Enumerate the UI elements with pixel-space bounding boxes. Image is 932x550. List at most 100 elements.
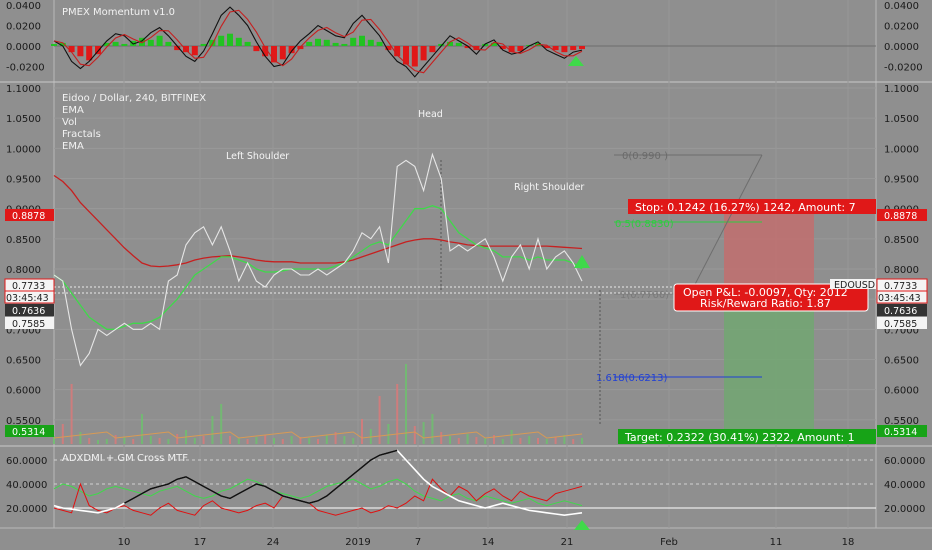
legend-item[interactable]: Vol <box>62 117 77 128</box>
momentum-bar <box>218 35 225 46</box>
left-shoulder-annotation[interactable]: Left Shoulder <box>226 151 289 162</box>
momentum-y-axis-left[interactable]: 0.0400 0.0200 0.0000 -0.0200 <box>6 1 45 74</box>
volume-bar <box>299 437 302 444</box>
momentum-bar <box>570 46 577 51</box>
price-y-tick-left: 0.6500 <box>6 356 41 367</box>
momentum-bar <box>394 46 401 57</box>
volume-bar <box>308 438 311 444</box>
symbol-title: Eidoo / Dollar, 240, BITFINEX <box>62 93 206 104</box>
volume-bar <box>193 438 196 444</box>
volume-bar <box>123 437 126 444</box>
momentum-bar <box>288 46 295 54</box>
stop-info-box[interactable] <box>628 199 876 214</box>
stop-loss-zone[interactable] <box>724 214 814 287</box>
price-y-tick-right: 0.8000 <box>884 265 919 276</box>
risk-reward-text: Risk/Reward Ratio: 1.87 <box>700 297 831 310</box>
price-line <box>53 152 583 367</box>
adx-y-tick-right: 20.0000 <box>884 504 925 515</box>
volume-bar <box>493 435 495 444</box>
momentum-bar <box>359 35 365 46</box>
momentum-bar <box>191 46 198 56</box>
momentum-bar <box>77 46 84 57</box>
momentum-bar <box>165 41 172 46</box>
symbol-tag <box>830 279 876 289</box>
volume-average-line <box>53 431 583 439</box>
momentum-bar <box>447 41 453 46</box>
adx-y-tick-left: 60.0000 <box>6 456 47 467</box>
momentum-bar <box>262 46 269 57</box>
price-y-tick-right: 1.0000 <box>884 144 919 155</box>
momentum-y-tick-left: 0.0400 <box>6 1 41 12</box>
volume-bar <box>457 438 460 444</box>
adx-trend-segment <box>124 449 398 505</box>
price-y-tick-left: 0.5500 <box>6 416 41 427</box>
volume-bar <box>273 438 275 444</box>
volume-bar <box>202 436 205 444</box>
countdown-tag-right <box>876 290 928 304</box>
target-info-text: Target: 0.2322 (30.41%) 2322, Amount: 1 <box>624 431 855 444</box>
legend-item[interactable]: Fractals <box>62 129 101 140</box>
legend-item[interactable]: EMA <box>62 105 84 116</box>
time-axis-tick: 17 <box>194 537 207 548</box>
volume-bar <box>378 396 381 444</box>
head-annotation[interactable]: Head <box>418 109 443 120</box>
time-axis[interactable]: 10 17 24 2019 7 14 21 Feb 11 18 <box>118 537 855 548</box>
price-y-tick-right: 1.0500 <box>884 114 919 125</box>
volume-bar <box>255 437 258 444</box>
price-panel[interactable]: 1.10001.05001.00000.95000.90000.85000.80… <box>4 84 928 444</box>
target-price-tag-left <box>5 425 54 437</box>
target-info-box[interactable] <box>618 429 876 444</box>
momentum-y-axis-right[interactable]: 0.0400 0.0200 0.0000 -0.0200 <box>884 1 923 74</box>
time-axis-tick: 21 <box>561 537 574 548</box>
volume-bar <box>158 438 161 444</box>
price-y-tick-left: 0.9500 <box>6 175 41 186</box>
volume-bar <box>211 416 214 444</box>
volume-bar <box>237 438 240 444</box>
legend-item[interactable]: EMA <box>62 141 84 152</box>
countdown-tag-left <box>4 290 55 304</box>
time-axis-tick: 7 <box>415 537 421 548</box>
take-profit-zone[interactable] <box>724 287 814 436</box>
volume-bar <box>229 436 231 444</box>
stop-price-tag-right <box>877 209 927 221</box>
countdown-tag-left-text: 03:45:43 <box>6 293 49 304</box>
momentum-bar <box>579 46 585 50</box>
open-pnl-box[interactable] <box>673 283 869 312</box>
adx-y-tick-left: 20.0000 <box>6 504 47 515</box>
price-y-tick-left: 0.6000 <box>6 386 41 397</box>
momentum-bar <box>200 43 207 46</box>
adx-y-tick-right: 60.0000 <box>884 456 925 467</box>
level-b-tag-left-text: 0.7585 <box>12 319 45 330</box>
momentum-bar <box>473 46 480 51</box>
volume-bar <box>440 432 443 444</box>
volume-bar <box>554 437 557 444</box>
adx-y-axis-right[interactable]: 60.0000 40.0000 20.0000 <box>884 456 925 515</box>
volume-bar <box>545 439 548 444</box>
price-y-tick-left: 0.7000 <box>6 325 41 336</box>
volume-bar <box>431 414 434 444</box>
adx-y-axis-left[interactable]: 60.0000 40.0000 20.0000 <box>6 456 47 515</box>
momentum-panel[interactable]: PMEX Momentum v1.0 0.0400 0.0200 0.0000 -0.… <box>6 1 923 78</box>
momentum-bar <box>367 39 374 46</box>
volume-bar <box>325 435 328 444</box>
adx-panel[interactable]: 60.0000 40.0000 20.0000 60.0000 40.0000 20.0… <box>6 449 925 530</box>
target-price-tag-right <box>877 425 927 437</box>
time-axis-tick: 2019 <box>345 537 370 548</box>
volume-bar <box>519 438 522 444</box>
volume-bar <box>290 436 293 444</box>
momentum-bar <box>156 35 163 46</box>
price-y-tick-left: 1.0000 <box>6 144 41 155</box>
price-y-tick-right: 0.6500 <box>884 356 919 367</box>
momentum-bar <box>403 46 409 65</box>
volume-bar <box>220 404 223 444</box>
momentum-bar <box>315 38 321 46</box>
fib-extension-tool[interactable]: 0(0.990 ) 0.5(0.8830) 1(0.7760) 1.618(0.… <box>596 151 763 384</box>
momentum-bar <box>350 37 357 46</box>
momentum-bar <box>174 46 181 51</box>
right-shoulder-annotation[interactable]: Right Shoulder <box>514 182 584 193</box>
momentum-title: PMEX Momentum v1.0 <box>62 7 175 18</box>
volume-bar <box>396 384 399 444</box>
momentum-y-tick-right: 0.0400 <box>884 1 919 12</box>
